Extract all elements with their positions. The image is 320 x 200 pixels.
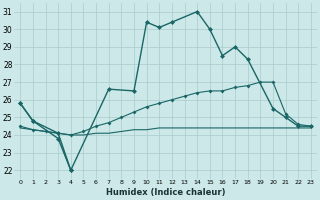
X-axis label: Humidex (Indice chaleur): Humidex (Indice chaleur) (106, 188, 225, 197)
